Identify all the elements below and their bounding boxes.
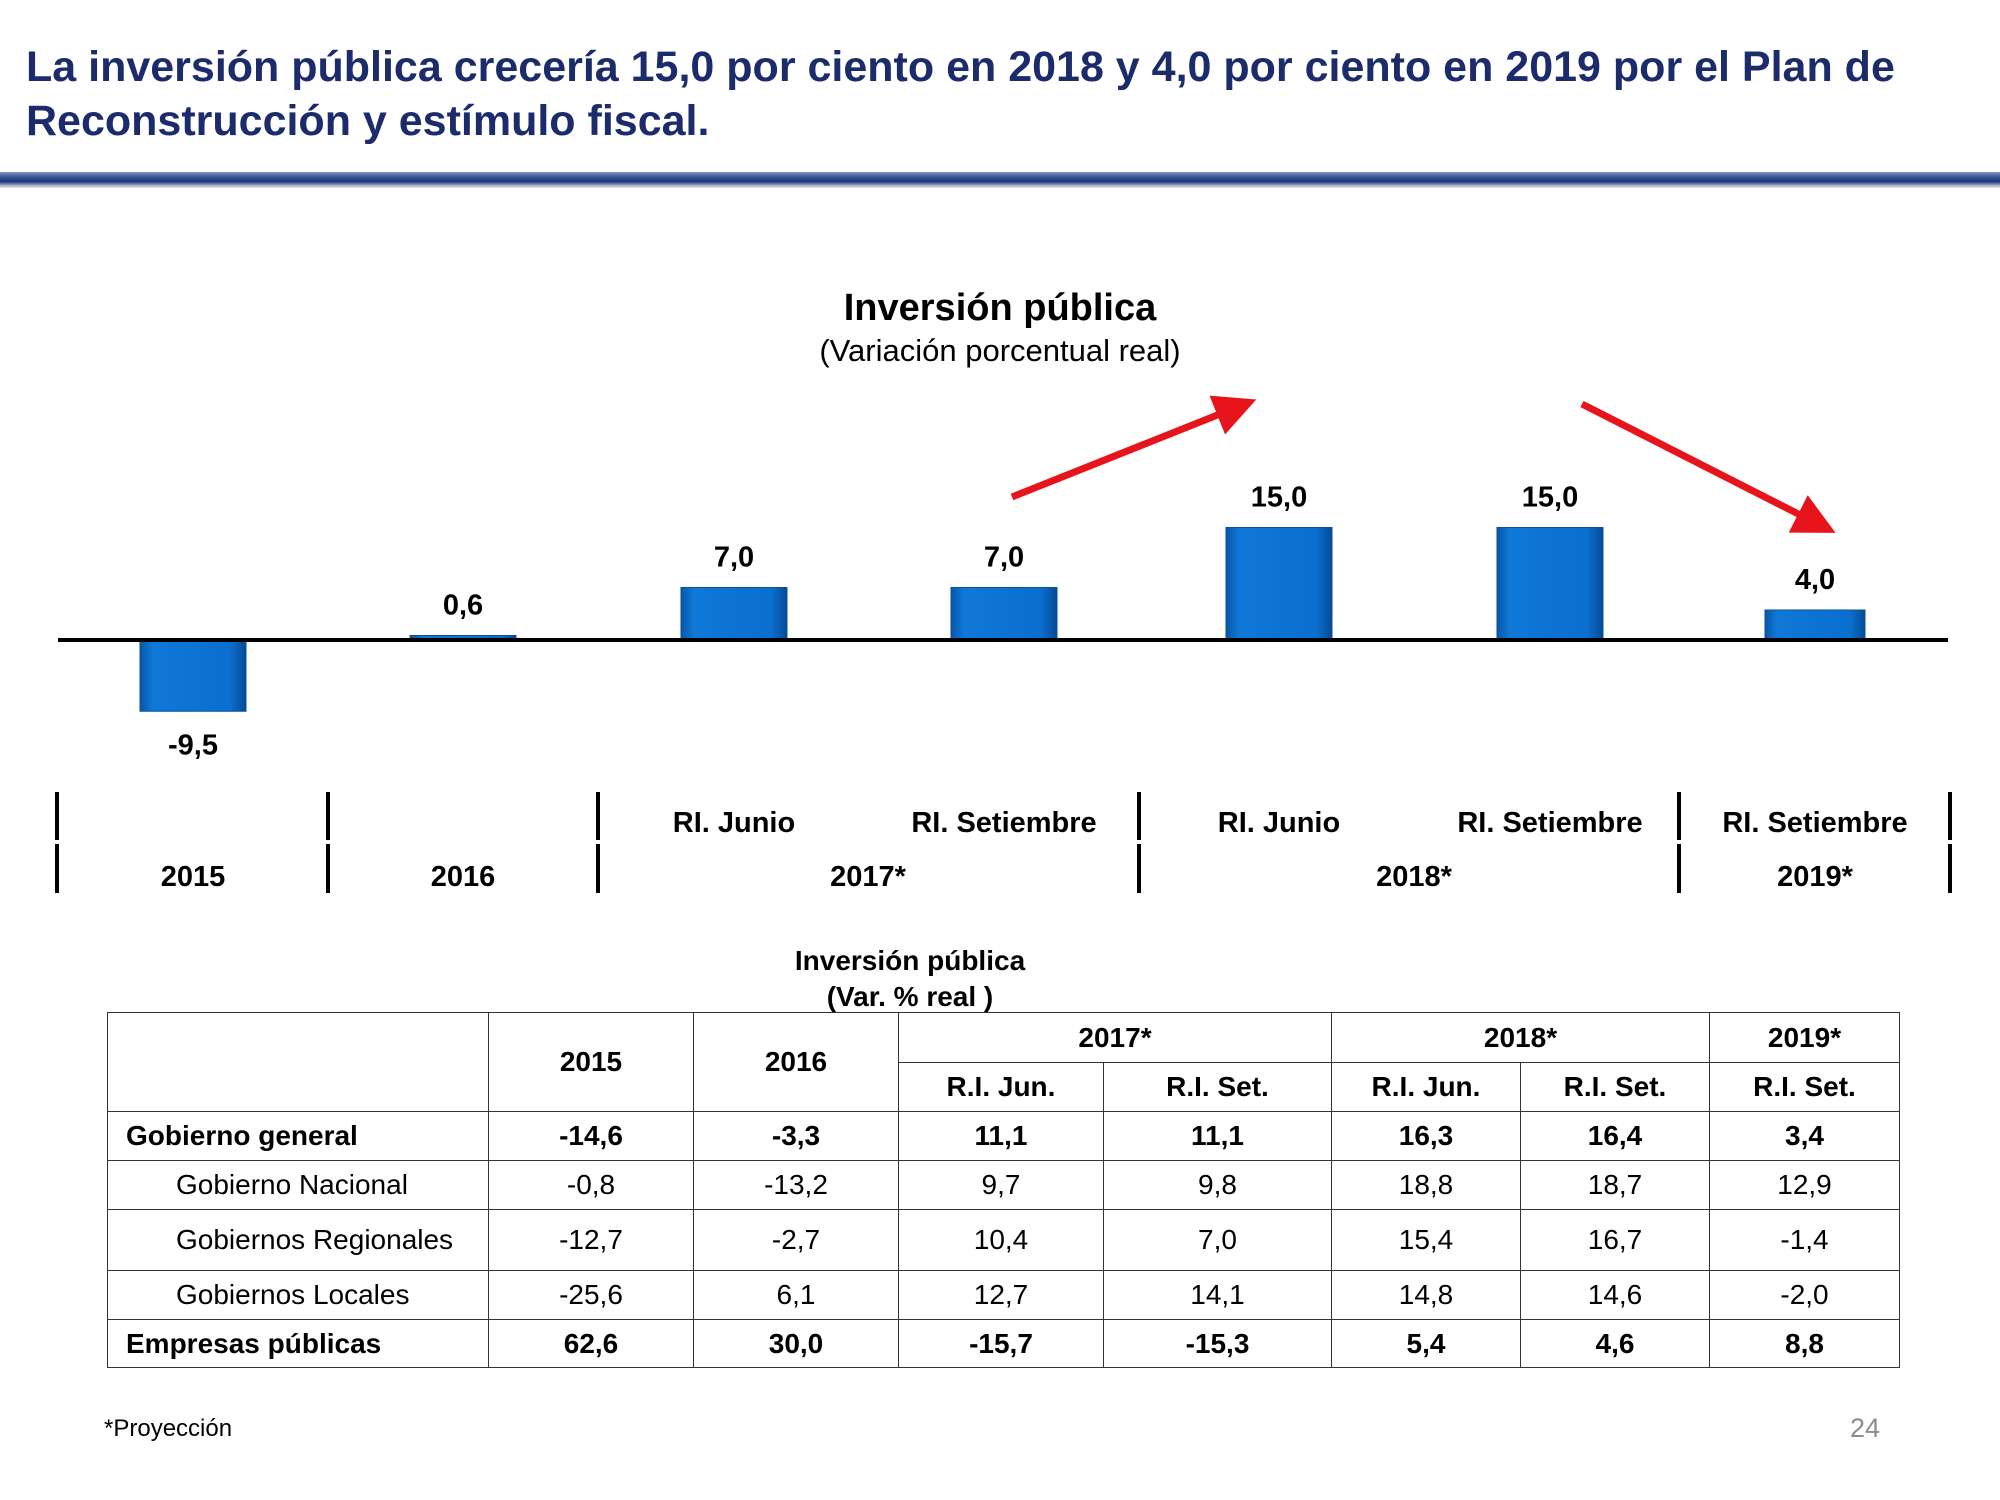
table-title-line1: Inversión pública	[794, 945, 1026, 976]
header-2015: 2015	[488, 1012, 694, 1112]
category-label-5: RI. Setiembre	[1457, 807, 1642, 839]
table-cell: 15,4	[1331, 1209, 1521, 1271]
header-2018: 2018*	[1331, 1012, 1710, 1063]
investment-table: 2015 2016 2017* 2018* 2019* R.I. Jun. R.…	[107, 1012, 1900, 1368]
header-2018-ri-set: R.I. Set.	[1520, 1062, 1710, 1112]
bar-value-label-1: 0,6	[443, 590, 483, 622]
bars-group: -9,5 0,6 7,0 7,0 15,0 15,0 4,0	[139, 482, 1866, 761]
bar-2	[680, 587, 788, 641]
header-2018-ri-jun: R.I. Jun.	[1331, 1062, 1521, 1112]
table-cell: -25,6	[488, 1270, 694, 1320]
table-row: Gobierno Nacional -0,8 -13,2 9,7 9,8 18,8 18,7…	[107, 1160, 1900, 1210]
table-cell: 7,0	[1103, 1209, 1332, 1271]
table-cell: -14,6	[488, 1111, 694, 1161]
table-cell: 14,6	[1520, 1270, 1710, 1320]
bar-3	[950, 587, 1058, 641]
bar-6	[1764, 609, 1866, 641]
table-title: Inversión pública (Var. % real )	[700, 943, 1120, 1015]
table-cell: 12,7	[898, 1270, 1104, 1320]
table-cell: 12,9	[1709, 1160, 1900, 1210]
group-label-3: 2018*	[1376, 861, 1453, 893]
table-cell: 11,1	[1103, 1111, 1332, 1161]
table-cell: -2,0	[1709, 1270, 1900, 1320]
page-number: 24	[1849, 1413, 1880, 1443]
header-2017-ri-jun: R.I. Jun.	[898, 1062, 1104, 1112]
table-row: Gobiernos Regionales -12,7 -2,7 10,4 7,0 15,4…	[107, 1209, 1900, 1271]
table-cell: 30,0	[693, 1319, 899, 1368]
group-label-4: 2019*	[1777, 861, 1854, 893]
group-label-2: 2017*	[830, 861, 907, 893]
table-title-line2: (Var. % real )	[826, 981, 994, 1012]
trend-arrow-up	[1010, 395, 1257, 501]
table-corner-cell	[107, 1012, 489, 1112]
bar-value-label-6: 4,0	[1795, 564, 1835, 596]
group-label-0: 2015	[161, 861, 226, 893]
table-cell: 11,1	[898, 1111, 1104, 1161]
table-cell: -12,7	[488, 1209, 694, 1271]
row-label: Gobierno general	[107, 1111, 489, 1161]
table-cell: 14,1	[1103, 1270, 1332, 1320]
row-label: Gobiernos Locales	[107, 1270, 489, 1320]
header-2019-ri-set: R.I. Set.	[1709, 1062, 1900, 1112]
bar-5	[1496, 527, 1604, 641]
header-2016: 2016	[693, 1012, 899, 1112]
table-row: Gobiernos Locales -25,6 6,1 12,7 14,1 14,8 14,…	[107, 1270, 1900, 1320]
category-label-4: RI. Junio	[1218, 807, 1340, 839]
table-cell: -13,2	[693, 1160, 899, 1210]
table-cell: 5,4	[1331, 1319, 1521, 1368]
bar-chart: Inversión pública (Variación porcentual …	[55, 287, 1952, 893]
table-cell: 16,7	[1520, 1209, 1710, 1271]
table-cell: 10,4	[898, 1209, 1104, 1271]
bar-0	[139, 639, 247, 712]
bar-value-label-5: 15,0	[1522, 482, 1578, 514]
table-cell: -2,7	[693, 1209, 899, 1271]
table-row: Gobierno general -14,6 -3,3 11,1 11,1 16,3 16,…	[107, 1111, 1900, 1161]
category-label-3: RI. Setiembre	[911, 807, 1096, 839]
footnote: *Proyección	[104, 1415, 233, 1442]
table-cell: 4,6	[1520, 1319, 1710, 1368]
bar-4	[1225, 527, 1333, 641]
category-label-2: RI. Junio	[673, 807, 795, 839]
table-cell: 16,4	[1520, 1111, 1710, 1161]
table-cell: 62,6	[488, 1319, 694, 1368]
row-label: Gobiernos Regionales	[107, 1209, 489, 1271]
bar-value-label-0: -9,5	[168, 729, 218, 761]
table-cell: 3,4	[1709, 1111, 1900, 1161]
row-label: Empresas públicas	[107, 1319, 489, 1368]
slide-title: La inversión pública crecería 15,0 por c…	[26, 43, 1895, 145]
table-cell: -1,4	[1709, 1209, 1900, 1271]
bar-value-label-2: 7,0	[714, 542, 754, 574]
table-cell: 6,1	[693, 1270, 899, 1320]
table-row: Empresas públicas 62,6 30,0 -15,7 -15,3 5,4 4,…	[107, 1319, 1900, 1368]
table-cell: -0,8	[488, 1160, 694, 1210]
chart-subtitle: (Variación porcentual real)	[819, 333, 1180, 368]
header-2017: 2017*	[898, 1012, 1332, 1063]
table-cell: -15,7	[898, 1319, 1104, 1368]
header-2017-ri-set: R.I. Set.	[1103, 1062, 1332, 1112]
row-label: Gobierno Nacional	[107, 1160, 489, 1210]
bar-value-label-3: 7,0	[984, 542, 1024, 574]
table-body: Gobierno general -14,6 -3,3 11,1 11,1 16,3 16,…	[107, 1111, 1900, 1368]
trend-arrow-down	[1580, 400, 1836, 533]
table-cell: 9,8	[1103, 1160, 1332, 1210]
table-cell: 18,7	[1520, 1160, 1710, 1210]
category-axis: RI. Junio RI. Setiembre RI. Junio RI. Setie…	[55, 792, 1952, 893]
table-cell: 18,8	[1331, 1160, 1521, 1210]
bar-value-label-4: 15,0	[1251, 482, 1307, 514]
table-cell: -3,3	[693, 1111, 899, 1161]
category-label-6: RI. Setiembre	[1722, 807, 1907, 839]
title-divider	[0, 172, 2000, 188]
table-cell: -15,3	[1103, 1319, 1332, 1368]
table-cell: 8,8	[1709, 1319, 1900, 1368]
table-cell: 14,8	[1331, 1270, 1521, 1320]
group-label-1: 2016	[431, 861, 496, 893]
table-cell: 9,7	[898, 1160, 1104, 1210]
table-cell: 16,3	[1331, 1111, 1521, 1161]
header-2019: 2019*	[1709, 1012, 1900, 1063]
chart-title: Inversión pública	[844, 287, 1157, 329]
